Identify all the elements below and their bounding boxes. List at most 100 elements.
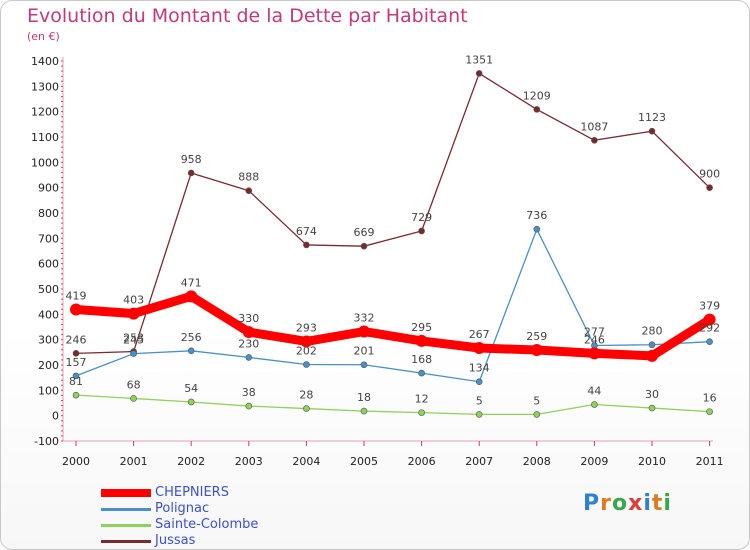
x-tick-label: 2009 (580, 455, 608, 468)
data-label: 38 (242, 386, 256, 399)
legend-label: CHEPNIERS (155, 485, 229, 500)
data-point (418, 369, 425, 377)
data-point (127, 307, 140, 320)
y-tick-label: 100 (38, 384, 59, 397)
data-label: 256 (181, 331, 202, 344)
data-label: 267 (469, 328, 490, 341)
y-tick-label: 700 (38, 232, 59, 245)
data-label: 379 (699, 300, 720, 313)
data-point (530, 344, 543, 357)
data-label: 471 (181, 276, 202, 289)
x-tick-label: 2000 (62, 455, 90, 468)
data-label: 403 (123, 294, 144, 307)
data-label: 157 (66, 356, 87, 369)
data-point (187, 169, 195, 177)
y-tick-label: 500 (38, 283, 59, 296)
data-point (185, 290, 198, 303)
data-point (245, 402, 253, 410)
data-label: 54 (184, 382, 198, 395)
data-label: 736 (526, 209, 547, 222)
y-tick-label: 400 (38, 308, 59, 321)
data-label: 16 (703, 392, 717, 405)
data-point (591, 136, 598, 144)
data-label: 245 (123, 334, 144, 347)
chart-title: Evolution du Montant de la Dette par Hab… (27, 5, 468, 27)
data-label: 888 (238, 171, 259, 184)
data-label: 253 (123, 332, 144, 345)
data-label: 1087 (580, 120, 608, 133)
data-label: 81 (69, 375, 83, 388)
y-tick-label: 300 (38, 334, 59, 347)
data-label: 295 (411, 321, 432, 334)
y-tick-label: 0 (52, 410, 59, 423)
data-point (130, 395, 137, 402)
logo-letter: P (583, 491, 601, 516)
data-point (303, 405, 310, 412)
data-point (130, 350, 137, 357)
data-point (418, 227, 425, 235)
y-tick-label: 800 (38, 207, 59, 220)
data-point (245, 354, 253, 361)
data-label: 293 (296, 321, 317, 334)
data-point (72, 391, 80, 399)
chart-unit-label: (en €) (27, 30, 60, 43)
data-label: 958 (181, 153, 202, 166)
data-point (706, 338, 713, 345)
x-tick-label: 2003 (235, 455, 263, 468)
logo-letter: x (628, 491, 644, 516)
data-point (360, 407, 368, 415)
data-label: 277 (584, 325, 605, 338)
logo-letter: i (643, 491, 652, 516)
data-point (533, 106, 541, 113)
data-label: 292 (699, 322, 720, 335)
data-point (473, 342, 486, 355)
data-label: 900 (699, 168, 720, 181)
y-tick-label: 600 (38, 258, 59, 271)
data-point (475, 411, 483, 418)
y-tick-label: 1300 (31, 80, 59, 93)
x-tick-label: 2001 (120, 455, 148, 468)
y-tick-label: 1000 (31, 156, 59, 169)
data-point (646, 349, 658, 362)
data-point (591, 401, 598, 408)
data-point (533, 411, 541, 418)
y-tick-label: -100 (34, 435, 59, 448)
data-label: 1209 (523, 89, 551, 102)
data-label: 28 (299, 389, 313, 402)
y-tick-label: 1200 (31, 106, 59, 119)
legend-swatch (101, 489, 151, 497)
series-line-jussas (75, 72, 711, 354)
data-point (360, 242, 368, 250)
data-point (303, 241, 310, 249)
data-label: 669 (354, 226, 375, 239)
y-tick-label: 1100 (31, 131, 59, 144)
legend-label: Jussas (155, 533, 196, 548)
data-label: 201 (354, 345, 375, 358)
data-label: 246 (66, 333, 87, 346)
data-label: 280 (642, 325, 663, 338)
data-point (588, 347, 601, 360)
y-tick-label: 1400 (31, 55, 59, 68)
data-point (187, 398, 195, 406)
y-tick-label: 900 (38, 182, 59, 195)
series-line-chepniers (71, 291, 715, 361)
legend-swatch (101, 539, 151, 543)
legend-swatch (101, 523, 151, 527)
data-point (648, 127, 656, 135)
data-label: 12 (415, 393, 429, 406)
y-tick-label: 200 (38, 359, 59, 372)
data-point (72, 350, 80, 357)
data-label: 5 (533, 394, 540, 407)
data-label: 202 (296, 344, 317, 357)
data-point (358, 325, 370, 338)
x-tick-label: 2011 (696, 455, 724, 468)
data-point (475, 70, 483, 77)
data-label: 30 (645, 388, 659, 401)
x-tick-label: 2010 (638, 455, 666, 468)
data-point (70, 303, 82, 316)
x-tick-label: 2004 (292, 455, 320, 468)
data-point (72, 372, 80, 380)
logo-letter: t (651, 491, 664, 516)
data-point (245, 187, 253, 195)
